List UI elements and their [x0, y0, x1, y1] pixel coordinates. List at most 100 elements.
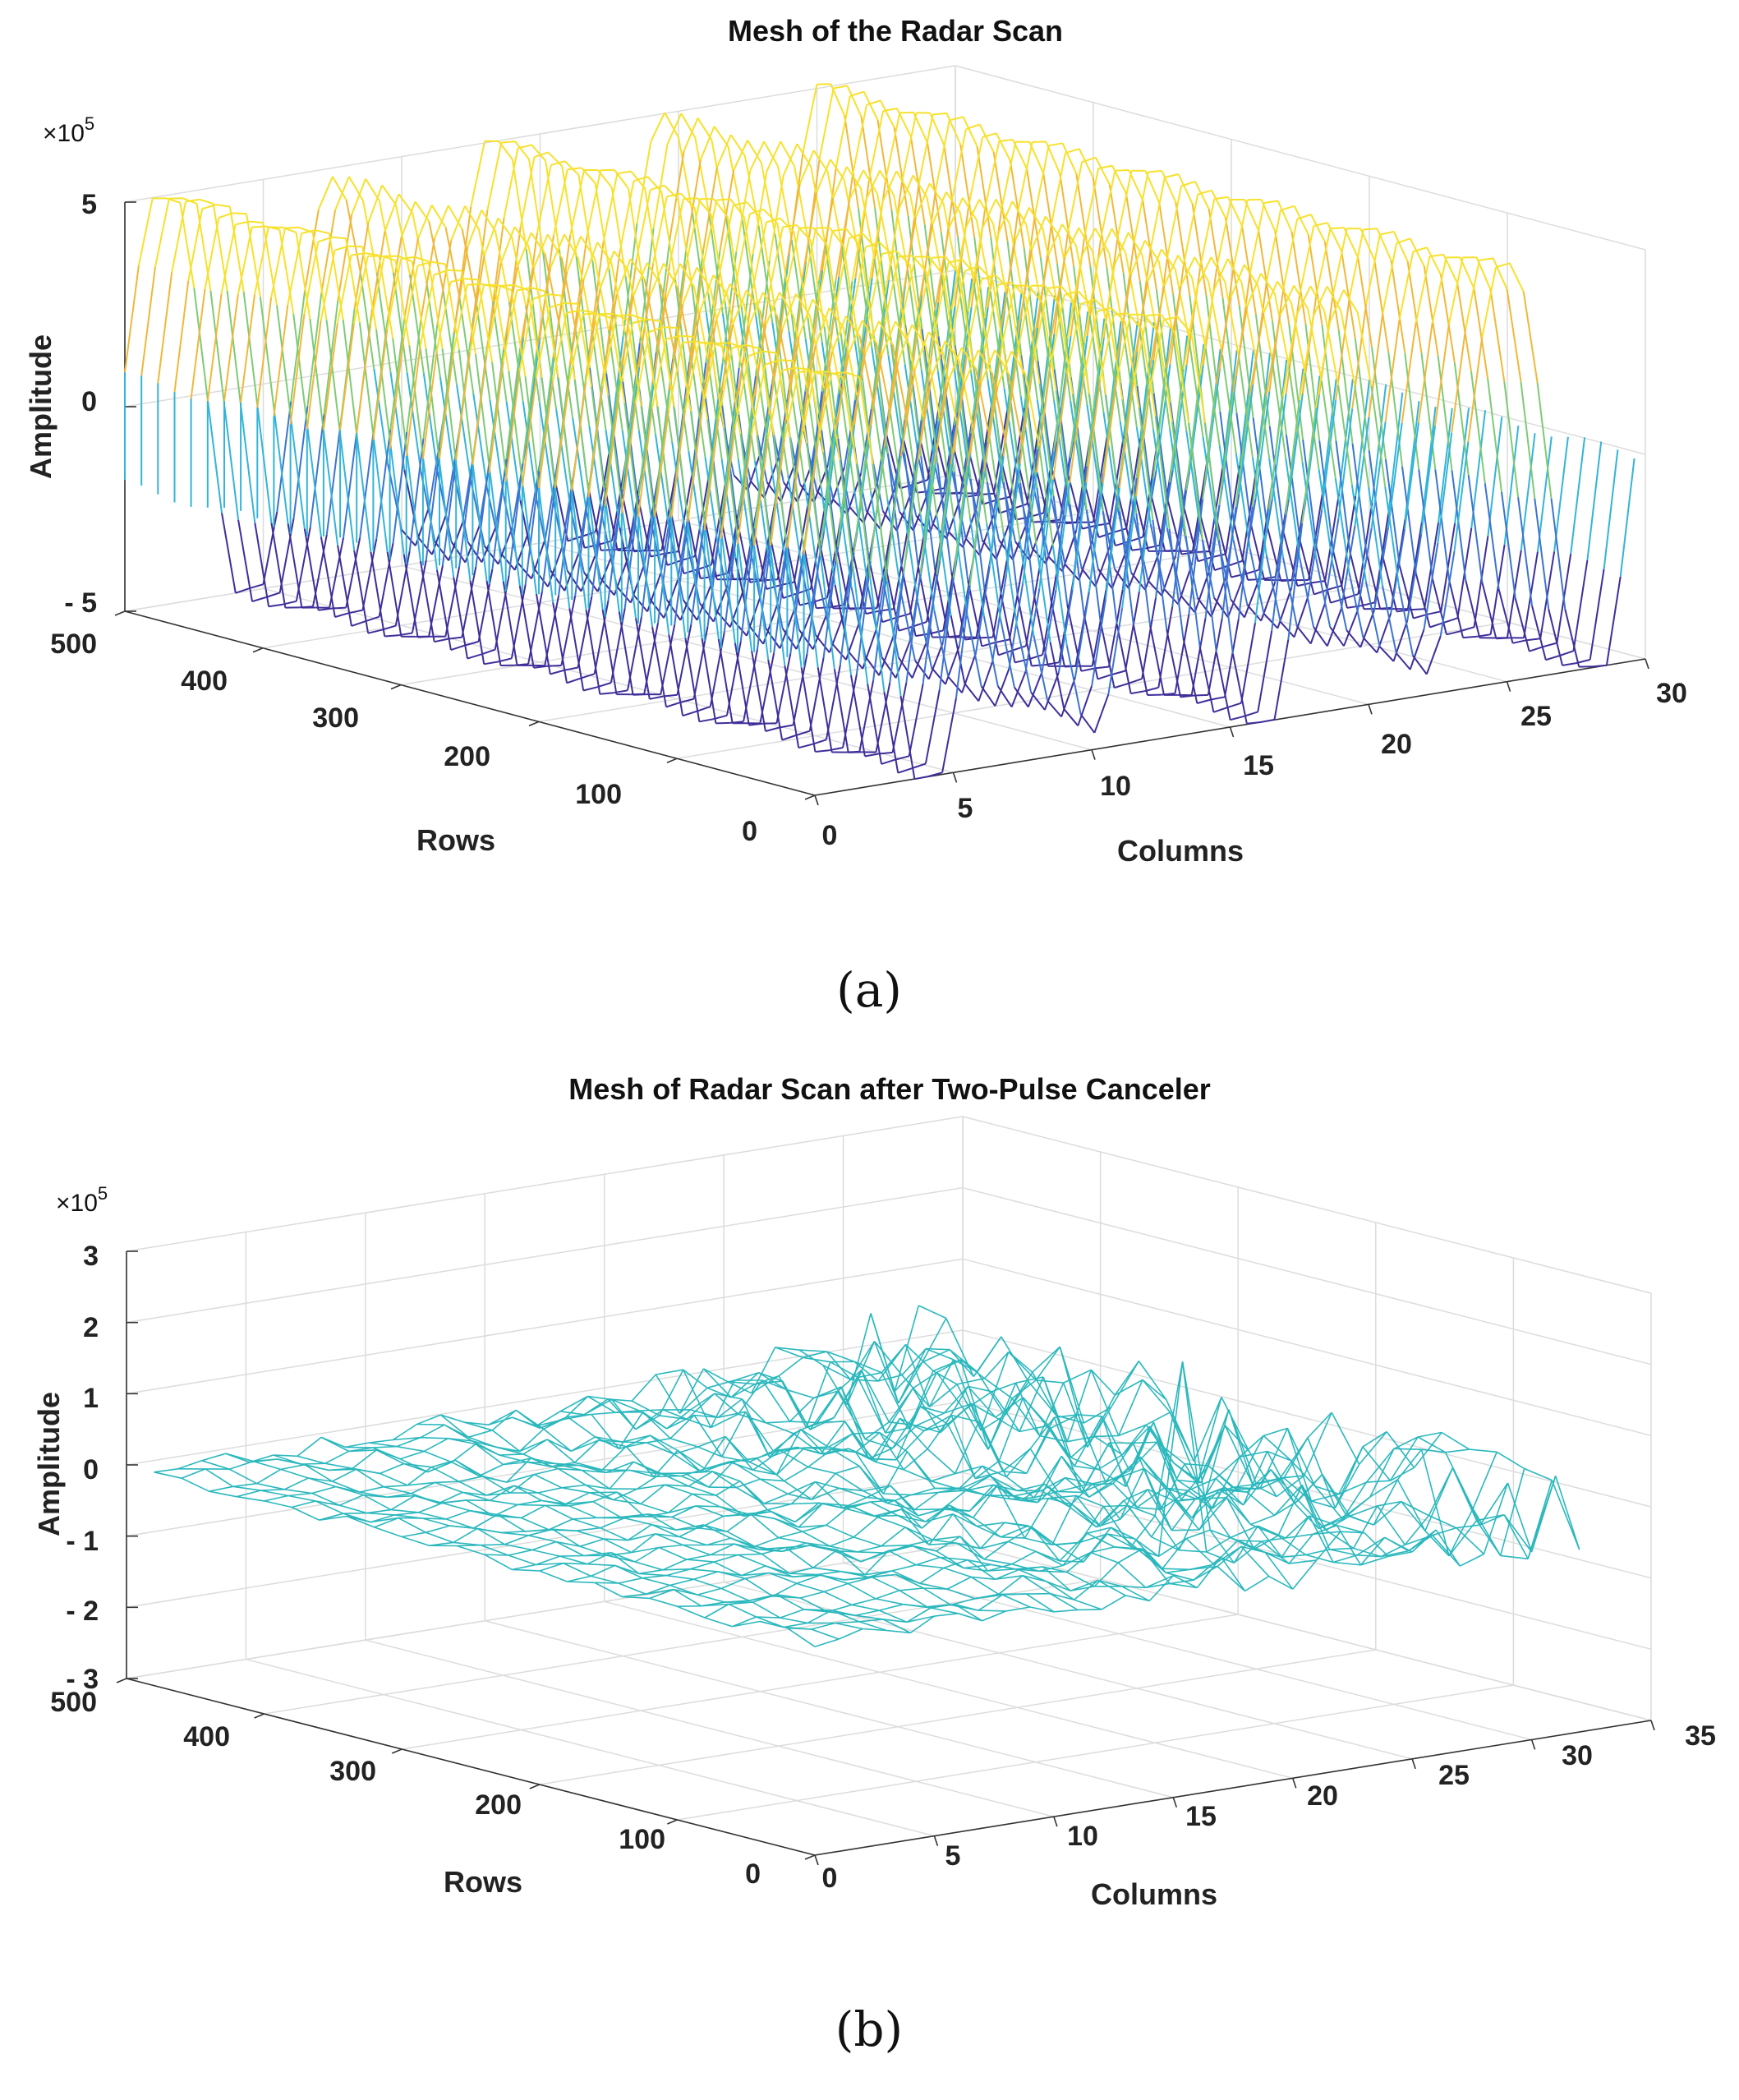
mesh-segment: [1473, 288, 1489, 379]
mesh-segment: [997, 281, 1013, 286]
mesh-segment: [1206, 1536, 1231, 1553]
mesh-segment: [1189, 1565, 1218, 1571]
mesh-segment: [283, 1477, 309, 1490]
mesh-segment: [582, 686, 598, 692]
mesh-segment: [862, 233, 878, 250]
mesh-segment: [352, 256, 369, 324]
mesh-segment: [1002, 1471, 1027, 1475]
mesh-segment: [262, 511, 278, 585]
mesh-segment: [251, 596, 267, 603]
mesh-segment: [1056, 300, 1072, 402]
row-tick-mark: [254, 1713, 265, 1719]
mesh-segment: [1456, 1524, 1481, 1529]
mesh-segment: [1244, 1575, 1270, 1592]
mesh-segment: [715, 721, 730, 725]
mesh-segment: [1135, 427, 1152, 525]
mesh-segment: [1332, 1554, 1358, 1563]
mesh-segment: [882, 1619, 907, 1623]
mesh-segment: [1011, 282, 1027, 298]
mesh-segment: [715, 134, 732, 168]
mesh-segment: [1017, 249, 1033, 335]
mesh-segment: [1039, 1435, 1068, 1443]
mesh-segment: [894, 1361, 923, 1392]
mesh-segment: [1124, 321, 1140, 408]
mesh-segment: [1062, 1382, 1088, 1448]
mesh-segment: [312, 534, 328, 607]
mesh-segment: [1254, 509, 1270, 624]
mesh-segment: [1160, 1490, 1189, 1510]
mesh-segment: [919, 1582, 948, 1590]
mesh-segment: [1522, 292, 1539, 383]
mesh-segment: [1037, 1477, 1066, 1504]
mesh-segment: [1164, 173, 1179, 178]
mesh-segment: [720, 1577, 746, 1590]
mesh-segment: [389, 441, 405, 555]
mesh-segment: [663, 326, 678, 329]
mesh-segment: [718, 1411, 746, 1418]
mesh-segment: [533, 568, 549, 587]
mesh-segment: [868, 1458, 897, 1461]
mesh-segment: [1415, 573, 1431, 628]
mesh-segment: [1404, 352, 1420, 470]
mesh-segment: [1492, 257, 1508, 290]
mesh-segment: [1559, 650, 1574, 656]
mesh-segment: [339, 1504, 368, 1514]
mesh-segment: [814, 1638, 840, 1648]
mesh-segment: [1266, 210, 1281, 281]
mesh-segment: [949, 1349, 978, 1373]
mesh-segment: [867, 684, 882, 765]
mesh-segment: [636, 141, 652, 224]
mesh-segment: [422, 458, 438, 570]
mesh-segment: [876, 1461, 904, 1471]
mesh-segment: [753, 438, 769, 546]
mesh-segment: [768, 227, 784, 293]
mesh-segment: [334, 245, 349, 251]
mesh-segment: [964, 265, 979, 272]
mesh-segment: [1307, 1437, 1336, 1508]
mesh-segment: [638, 1569, 663, 1575]
mesh-segment: [824, 1433, 853, 1455]
mesh-segment: [928, 1542, 957, 1545]
mesh-segment: [1469, 1448, 1497, 1453]
mesh-segment: [336, 255, 352, 324]
mesh-segment: [883, 691, 899, 773]
mesh-segment: [438, 1491, 463, 1504]
mesh-segment: [844, 1421, 873, 1459]
mesh-segment: [754, 1375, 780, 1385]
mesh-segment: [919, 514, 936, 611]
mesh-segment: [729, 283, 745, 304]
mesh-segment: [999, 508, 1014, 514]
mesh-segment: [185, 198, 200, 203]
mesh-segment: [975, 1471, 1004, 1480]
panel-a-row-tick: 400: [181, 665, 228, 697]
mesh-segment: [1226, 702, 1242, 709]
mesh-segment: [997, 200, 1014, 234]
mesh-segment: [1524, 1467, 1553, 1481]
mesh-segment: [857, 1545, 882, 1553]
panel-b-col-tick: 20: [1307, 1780, 1338, 1812]
mesh-segment: [591, 487, 607, 597]
mesh-segment: [1325, 1529, 1355, 1550]
mesh-segment: [566, 677, 582, 684]
mesh-segment: [950, 1597, 975, 1606]
mesh-segment: [637, 408, 653, 517]
mesh-segment: [1177, 173, 1194, 205]
mesh-segment: [392, 1423, 417, 1441]
mesh-segment: [870, 491, 886, 589]
mesh-segment: [994, 349, 1010, 375]
mesh-segment: [1102, 359, 1119, 475]
mesh-segment: [1421, 1448, 1446, 1453]
mesh-segment: [1267, 396, 1284, 509]
mesh-segment: [1303, 1412, 1332, 1476]
mesh-segment: [499, 1453, 524, 1456]
mesh-segment: [752, 222, 767, 291]
mesh-segment: [583, 1552, 612, 1557]
mesh-segment: [926, 196, 942, 271]
mesh-segment: [1311, 1500, 1336, 1509]
mesh-segment: [228, 1468, 258, 1485]
mesh-segment: [1150, 177, 1166, 248]
mesh-segment: [802, 84, 818, 152]
mesh-segment: [434, 205, 449, 239]
mesh-segment: [1413, 1432, 1442, 1468]
mesh-segment: [1252, 1477, 1281, 1485]
